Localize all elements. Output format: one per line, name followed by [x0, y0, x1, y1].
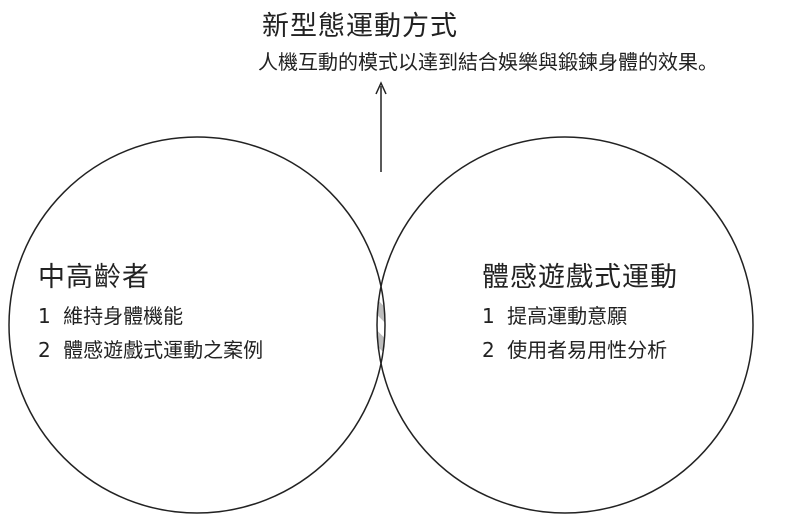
left-circle-item: 2 體感遊戲式運動之案例	[38, 334, 263, 363]
item-text: 使用者易用性分析	[507, 338, 668, 362]
item-number: 2	[38, 338, 51, 362]
left-circle-title: 中高齡者	[38, 262, 150, 293]
right-circle	[376, 136, 754, 514]
right-circle-item: 2 使用者易用性分析	[482, 334, 667, 363]
left-circle-item: 1 維持身體機能	[38, 300, 183, 329]
overlap-arrow-head	[375, 81, 387, 95]
item-number: 1	[38, 304, 51, 328]
item-number: 2	[482, 338, 495, 362]
item-number: 1	[482, 304, 495, 328]
right-circle-item: 1 提高運動意願	[482, 300, 627, 329]
item-text: 體感遊戲式運動之案例	[63, 338, 264, 362]
right-circle-title: 體感遊戲式運動	[482, 262, 678, 293]
overlap-title: 新型態運動方式	[262, 11, 458, 42]
item-text: 維持身體機能	[63, 304, 184, 328]
item-text: 提高運動意願	[507, 304, 628, 328]
left-circle	[8, 136, 386, 514]
overlap-subtitle: 人機互動的模式以達到結合娛樂與鍛鍊身體的效果。	[258, 50, 718, 74]
